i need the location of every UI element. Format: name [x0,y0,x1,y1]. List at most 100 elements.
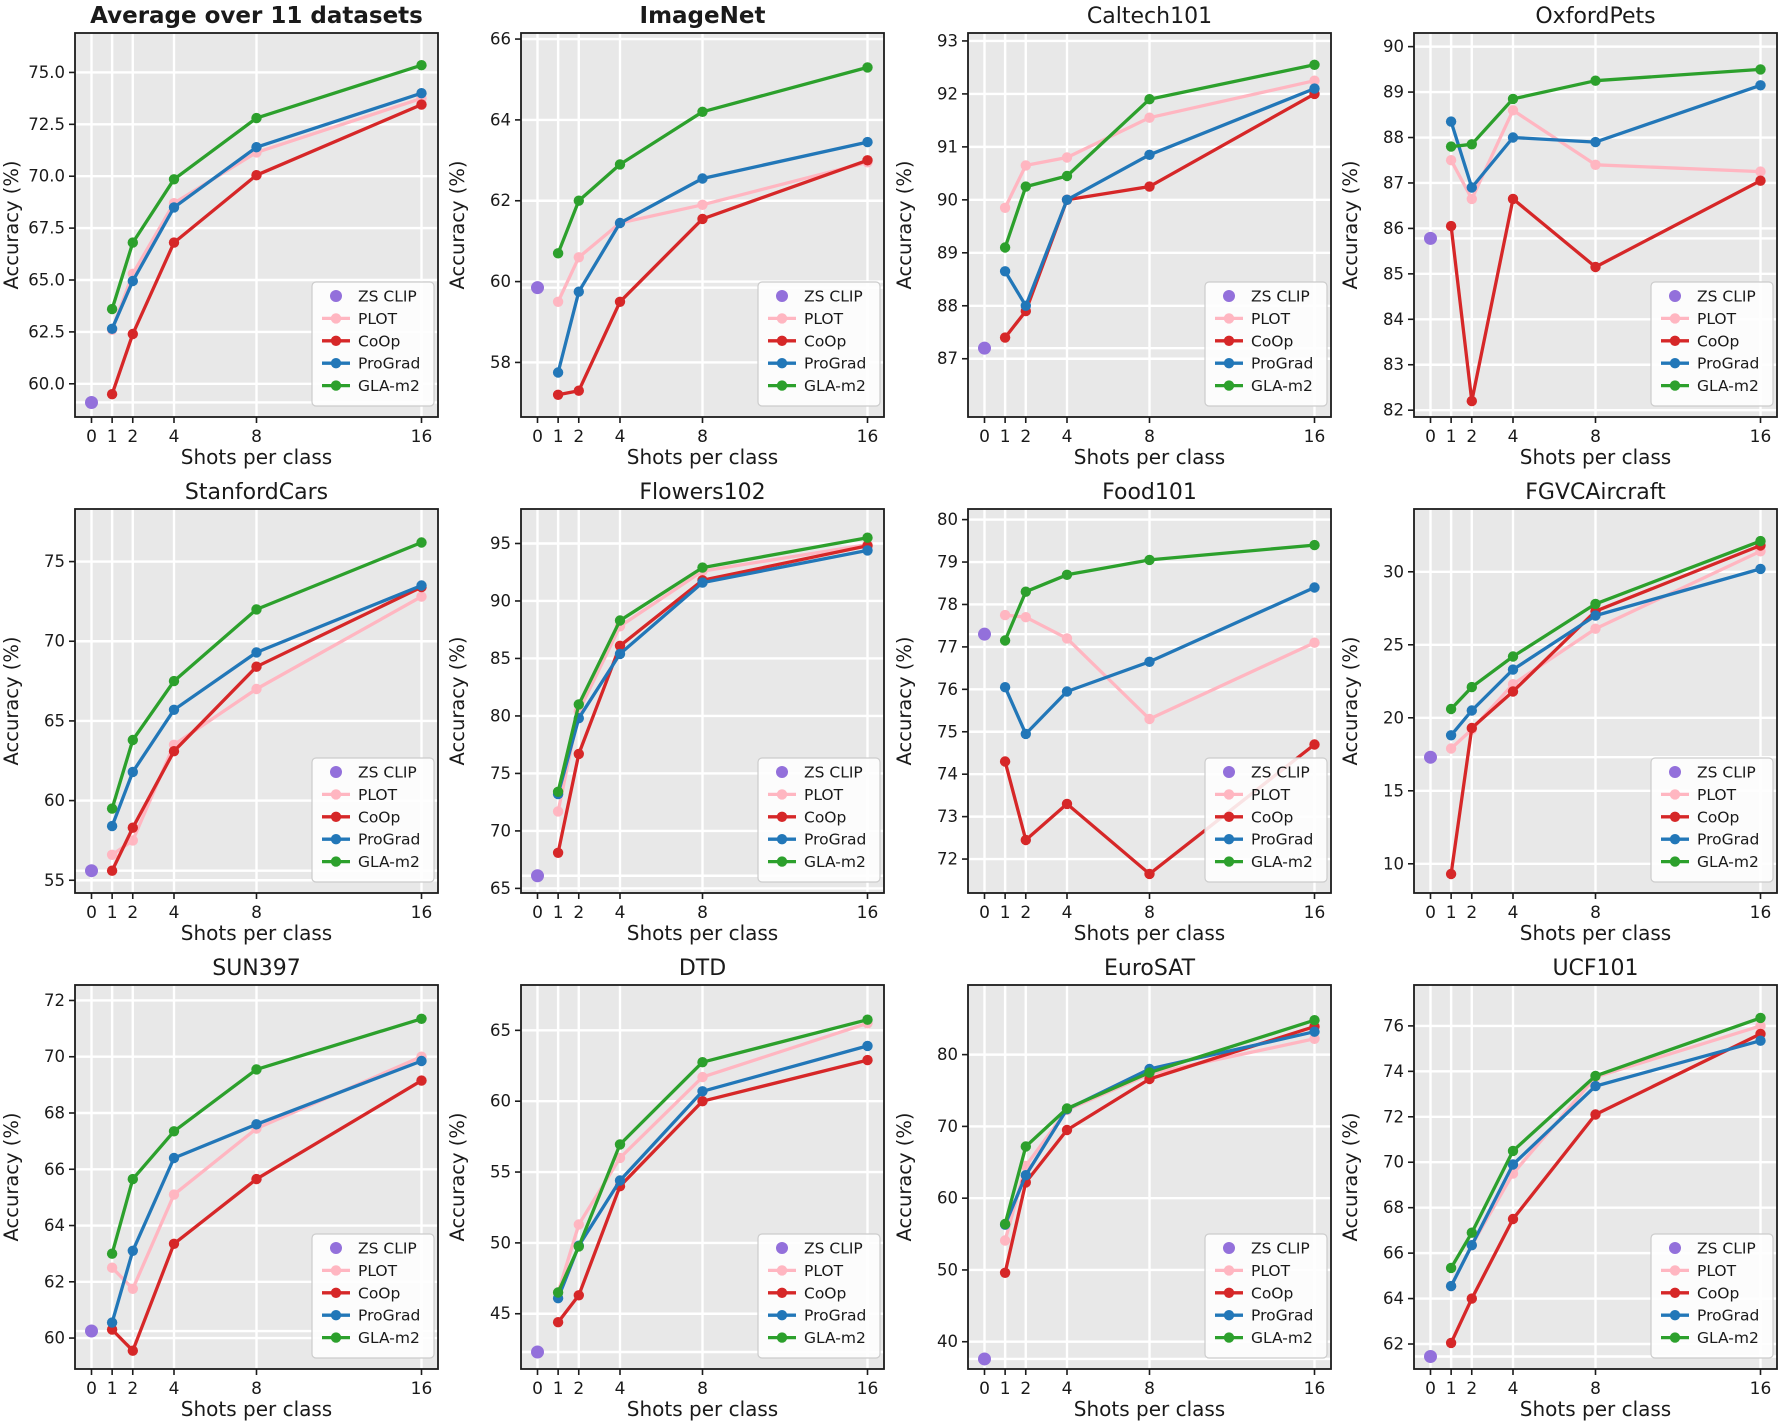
data-point [1020,586,1031,597]
data-point [1466,193,1477,205]
svg-text:0: 0 [532,427,543,447]
svg-text:1: 1 [553,427,564,447]
legend-marker-dot-coop [1223,1287,1234,1298]
svg-text:16: 16 [1303,1379,1325,1399]
data-point [127,734,138,746]
gridlines [521,509,885,893]
data-point [106,303,118,315]
data-point [697,577,708,588]
data-point [1308,1015,1320,1026]
zs-clip-point [85,395,98,409]
data-point [251,604,262,615]
data-point [573,1219,585,1230]
legend-label-zs-clip: ZS CLIP [1251,764,1310,782]
svg-text:0: 0 [1425,427,1436,447]
svg-text:8: 8 [1590,427,1601,447]
svg-text:65: 65 [44,711,65,730]
svg-text:1: 1 [1445,1379,1456,1399]
svg-text:72: 72 [937,850,958,869]
data-point [1061,170,1072,182]
svg-text:88: 88 [1383,128,1404,147]
data-point [127,1345,138,1356]
legend-marker-dot-plot [330,313,342,324]
svg-text:8: 8 [1590,903,1601,923]
svg-text:0: 0 [979,427,990,447]
data-point [1308,739,1320,750]
series-points-gla-m2 [1445,64,1766,152]
x-tick-labels: 0 1 2 4 8 16 [86,427,432,447]
data-point [1590,261,1601,273]
data-point [1445,1280,1457,1292]
data-point [1755,563,1766,575]
data-point [1143,149,1155,160]
data-point [1445,730,1457,741]
svg-text:2: 2 [1020,1379,1031,1399]
svg-text:1: 1 [999,427,1010,447]
legend-marker-dot-plot [777,1265,788,1276]
data-point [1590,136,1601,148]
data-point [553,296,564,307]
data-point [106,1262,118,1273]
data-point [251,661,262,672]
svg-text:89: 89 [937,243,958,262]
data-point [999,1235,1010,1246]
data-point [1143,1067,1155,1078]
svg-text:70: 70 [490,821,511,840]
data-point [106,389,118,400]
svg-text:4: 4 [1061,903,1072,923]
chart-caltech101: 0 1 2 4 8 16 87 88 89 90 91 92 93 Caltech101 Shots per… [893,4,1332,469]
legend-label-prograd: ProGrad [1697,355,1759,373]
data-point [416,537,427,548]
chart-title: OxfordPets [1535,4,1655,29]
data-point [615,1152,626,1164]
svg-text:88: 88 [937,296,958,315]
svg-text:50: 50 [490,1233,511,1252]
legend-marker-dot-coop [1669,1287,1680,1298]
legend-marker-dot-gla-m2 [330,380,342,391]
zs-clip-point [1423,750,1437,764]
data-point [1020,612,1031,623]
gridlines [1413,33,1777,417]
legend-label-plot: PLOT [358,310,398,328]
legend-box [311,281,435,407]
svg-text:4: 4 [1061,1379,1072,1399]
svg-text:73: 73 [937,807,958,826]
data-point [1061,686,1072,697]
series-points-coop [106,99,427,400]
data-point [615,640,626,651]
legend-marker-dot-prograd [1669,834,1680,845]
chart-ucf101: 0 1 2 4 8 16 62 64 66 68 70 72 74 76 UCF101 Shots per c… [1339,956,1778,1421]
data-point [999,609,1010,621]
svg-text:85: 85 [490,649,511,668]
gridlines [521,33,885,417]
svg-text:64: 64 [44,1216,65,1235]
data-point [862,136,873,148]
subplot-food101: 0 1 2 4 8 16 72 73 74 75 76 77 78 79 80 Food101 Shots pe… [893,476,1339,952]
legend-label-plot: PLOT [358,1262,398,1280]
x-tick-labels: 0 1 2 4 8 16 [532,1379,878,1399]
x-tick-labels: 0 1 2 4 8 16 [86,1379,432,1399]
legend-label-prograd: ProGrad [1697,1307,1759,1325]
legend-label-prograd: ProGrad [1251,1307,1313,1325]
y-axis-label: Accuracy (%) [893,1113,916,1242]
zs-clip-point [1423,1350,1437,1364]
y-axis-label: Accuracy (%) [0,637,23,766]
series-points-gla-m2 [1445,535,1766,715]
data-point [168,704,180,715]
svg-text:16: 16 [857,1379,879,1399]
chart-title: Flowers102 [640,480,766,505]
data-point [416,1075,427,1086]
data-point [1143,656,1155,667]
data-point [697,1096,708,1107]
series-points-prograd [106,88,427,334]
legend-label-zs-clip: ZS CLIP [1251,1240,1310,1258]
y-tick-labels: 45 50 55 60 65 [490,1021,511,1323]
data-point [573,385,585,396]
y-tick-labels: 60 62 64 66 68 70 72 [44,991,65,1348]
x-axis-label: Shots per class [181,921,332,945]
legend: ZS CLIP PLOT CoOp ProGrad GLA-m2 [311,281,435,407]
legend-marker-dot-plot [1669,789,1680,800]
series-points-coop [1445,175,1766,407]
legend-label-zs-clip: ZS CLIP [358,764,417,782]
svg-text:2: 2 [574,427,585,447]
